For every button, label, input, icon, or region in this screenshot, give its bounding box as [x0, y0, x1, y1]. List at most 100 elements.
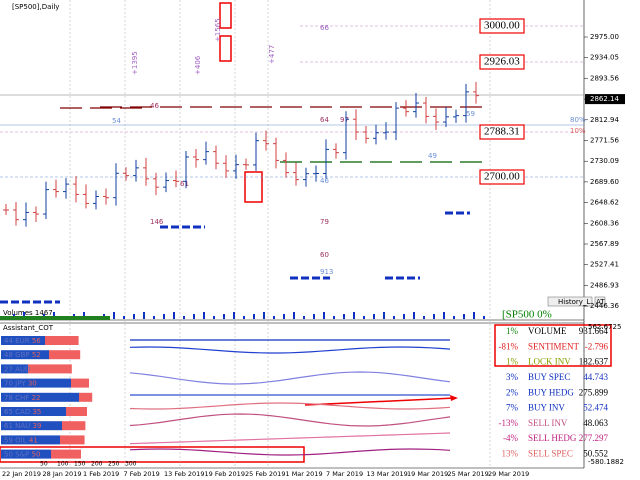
- short-pct: 35: [32, 408, 41, 416]
- long-bar: [1, 336, 45, 345]
- long-pct: 27: [4, 365, 13, 373]
- table-value: 44.743: [583, 372, 608, 382]
- volume-label: Volumes 1467: [3, 309, 53, 317]
- volume-block: [0, 316, 110, 320]
- short-bar: [28, 364, 72, 374]
- price-label: 2608.36: [590, 219, 619, 227]
- long-bar: [1, 449, 51, 459]
- date-label: 13 Mar 2019: [367, 470, 408, 478]
- table-name: VOLUME: [528, 326, 567, 336]
- currency: CHF: [15, 394, 29, 402]
- price-label: 2486.93: [590, 281, 619, 289]
- table-pct: 1%: [506, 326, 519, 336]
- date-label: 28 Jan 2019: [43, 470, 82, 478]
- table-name: SENTIMENT: [528, 341, 579, 351]
- table-value: 931.664: [579, 326, 609, 336]
- price-label: 2975.00: [590, 33, 619, 41]
- cot-scale: 100: [57, 461, 69, 468]
- annotation: 97: [340, 116, 349, 124]
- annotation: 66: [320, 24, 329, 32]
- date-label: 22 Jan 2019: [2, 470, 41, 478]
- indicator-line: [129, 432, 451, 445]
- arrow: [304, 397, 456, 406]
- cot-label: 78 CHF 22: [4, 394, 41, 402]
- annotation: 146: [150, 218, 164, 226]
- date-label: 7 Feb 2019: [124, 470, 160, 478]
- level-percent: 10%: [570, 127, 586, 135]
- short-bar: [62, 421, 86, 431]
- cot-scale: 300: [125, 461, 137, 468]
- table-pct: -81%: [499, 341, 519, 351]
- annotation: 59: [466, 110, 475, 118]
- annotation: +1565: [214, 18, 222, 42]
- date-label: 25 Feb 2019: [245, 470, 285, 478]
- history-button[interactable]: [547, 296, 593, 307]
- table-pct: 3%: [506, 372, 519, 382]
- level-percent: 80%: [570, 116, 586, 124]
- cot-scale: 250: [108, 461, 120, 468]
- price-label: 2446.36: [590, 302, 619, 310]
- annotation: 46: [320, 177, 329, 185]
- cot-scale: 200: [91, 461, 103, 468]
- short-pct: 73: [33, 365, 42, 373]
- date-label: 1 Mar 2019: [286, 470, 323, 478]
- table-pct: 2%: [506, 387, 519, 397]
- indicator-line: [129, 346, 451, 354]
- currency: JPY: [14, 380, 26, 388]
- annotation: 913: [320, 268, 333, 276]
- price-label: 2862.14: [590, 95, 619, 103]
- history-label: History_L: [558, 298, 590, 306]
- highlight-box: [219, 2, 232, 29]
- price-label: 2689.60: [590, 178, 619, 186]
- price-label: 2567.89: [590, 240, 619, 248]
- long-bar: [1, 435, 60, 445]
- annotation: 46: [150, 102, 159, 110]
- cot-label: 50 S&P 50: [4, 451, 40, 459]
- annotation: 60: [320, 251, 329, 259]
- price-label: 2648.62: [590, 199, 619, 207]
- cot-label: 59 OIL 41: [4, 436, 38, 444]
- short-pct: 39: [33, 422, 42, 430]
- table-name: SELL HEDG: [528, 433, 577, 443]
- short-pct: 22: [32, 394, 41, 402]
- table-pct: 1%: [506, 357, 519, 367]
- short-pct: 30: [28, 380, 37, 388]
- table-pct: 7%: [506, 403, 519, 413]
- price-label: 2934.05: [590, 54, 619, 62]
- cot-label: 70 JPY 30: [4, 380, 37, 388]
- long-bar: [1, 421, 62, 431]
- currency: NAU: [15, 422, 30, 430]
- long-pct: 48: [4, 351, 13, 359]
- annotation: 61: [180, 180, 189, 188]
- cot-label: 61 NAU 39: [4, 422, 41, 430]
- long-bar: [1, 392, 79, 402]
- cot-label: 65 CAD 35: [4, 408, 41, 416]
- symbol: [SP500],Daily: [12, 3, 59, 11]
- currency: S&P: [15, 451, 29, 459]
- currency: EUR: [15, 337, 30, 345]
- long-pct: 78: [4, 394, 13, 402]
- indicator-line: [129, 448, 451, 456]
- level-box: [479, 169, 525, 185]
- at-label: AT: [596, 298, 605, 306]
- price-label: 2771.56: [590, 137, 619, 145]
- long-pct: 70: [4, 380, 13, 388]
- date-label: 7 Mar 2019: [326, 470, 363, 478]
- currency: CAD: [15, 408, 30, 416]
- table-value: 275.899: [579, 387, 609, 397]
- cot-label: 44 EUR 56: [4, 337, 41, 345]
- level-box: [479, 54, 525, 70]
- cot-scale: 150: [74, 461, 86, 468]
- at-button[interactable]: [594, 296, 606, 307]
- annotation: 64: [320, 116, 329, 124]
- long-bar: [1, 378, 71, 388]
- cot-scale: 50: [40, 461, 48, 468]
- annotation: +406: [194, 55, 202, 75]
- level-label: 3000.00: [484, 20, 520, 32]
- short-pct: 52: [32, 351, 41, 359]
- short-pct: 56: [32, 337, 41, 345]
- indicator-line: [129, 371, 451, 385]
- indicator-label: 562.6725: [588, 323, 621, 331]
- long-pct: 44: [4, 337, 13, 345]
